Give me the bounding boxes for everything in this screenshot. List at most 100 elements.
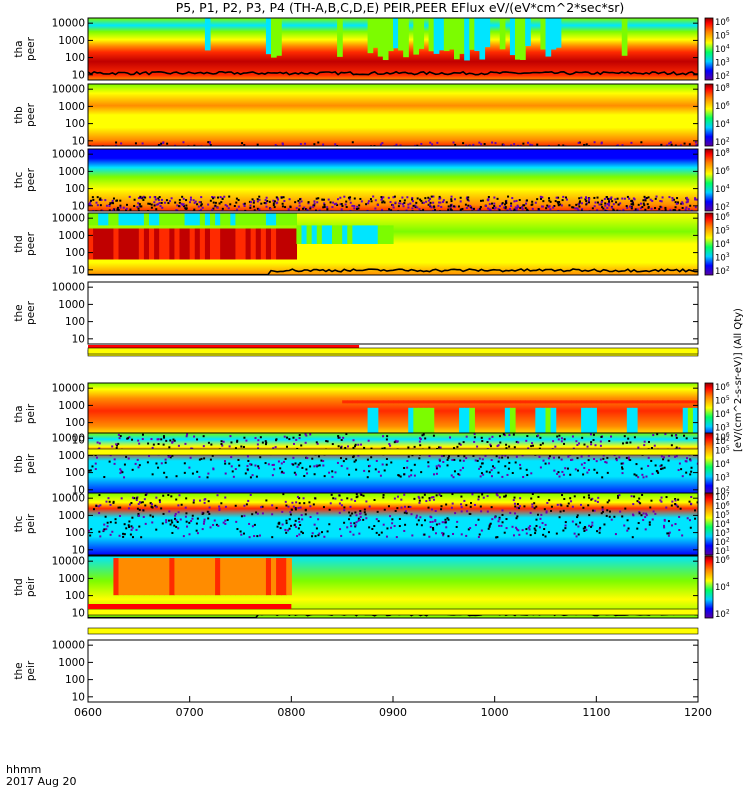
noise-pixel: [502, 433, 505, 436]
noise-pixel: [510, 209, 513, 211]
noise-pixel: [454, 143, 457, 146]
flux-column: [276, 18, 282, 56]
noise-pixel: [484, 454, 487, 457]
flux-column: [596, 400, 603, 404]
noise-pixel: [157, 203, 160, 206]
noise-pixel: [348, 518, 351, 521]
noise-pixel: [368, 464, 371, 467]
noise-pixel: [606, 209, 609, 211]
noise-pixel: [583, 462, 586, 465]
colorbar: [704, 212, 714, 276]
noise-pixel: [689, 204, 692, 207]
flux-column: [357, 400, 364, 404]
noise-pixel: [427, 465, 430, 468]
noise-pixel: [569, 497, 572, 500]
noise-pixel: [438, 465, 441, 468]
noise-pixel: [379, 143, 382, 146]
flux-column: [98, 228, 104, 260]
colorbar-tick-label: 106: [715, 212, 730, 224]
y-tick-label: 10000: [52, 493, 85, 505]
noise-pixel: [479, 206, 482, 209]
noise-pixel: [298, 520, 301, 523]
noise-pixel: [313, 143, 316, 146]
noise-pixel: [137, 207, 140, 210]
noise-pixel: [191, 514, 194, 517]
noise-pixel: [493, 516, 496, 519]
noise-pixel: [217, 524, 220, 527]
noise-pixel: [203, 520, 206, 523]
noise-pixel: [377, 470, 380, 473]
noise-pixel: [407, 203, 410, 206]
colorbar-tick-label: 104: [715, 184, 730, 196]
noise-pixel: [287, 529, 290, 532]
noise-pixel: [169, 439, 172, 442]
noise-pixel: [180, 202, 183, 205]
noise-pixel: [477, 208, 480, 211]
flux-column: [225, 558, 231, 596]
noise-pixel: [414, 144, 417, 146]
flux-column: [225, 213, 231, 226]
noise-pixel: [209, 144, 212, 146]
flux-column: [545, 407, 552, 445]
noise-pixel: [127, 524, 130, 527]
noise-pixel: [154, 504, 157, 507]
y-tick-label: 10000: [52, 640, 85, 652]
noise-pixel: [222, 440, 225, 443]
noise-pixel: [444, 521, 447, 524]
noise-pixel: [402, 205, 405, 208]
x-tick-label: 0800: [277, 706, 305, 719]
y-tick-label: 100: [65, 417, 85, 429]
noise-pixel: [576, 457, 579, 460]
noise-pixel: [543, 508, 546, 511]
flux-column: [88, 213, 94, 226]
noise-pixel: [264, 462, 267, 465]
noise-pixel: [684, 208, 687, 211]
flux-column: [169, 558, 176, 596]
noise-pixel: [664, 433, 667, 436]
noise-pixel: [450, 474, 453, 477]
flux-column: [398, 18, 404, 51]
noise-pixel: [656, 433, 659, 436]
flux-column: [235, 558, 242, 596]
flux-column: [459, 407, 465, 445]
noise-pixel: [415, 201, 418, 204]
noise-pixel: [242, 532, 245, 535]
noise-pixel: [173, 524, 176, 527]
noise-pixel: [536, 513, 539, 516]
noise-pixel: [295, 438, 298, 441]
noise-pixel: [207, 441, 210, 444]
y-tick-label: 1000: [58, 166, 85, 178]
noise-pixel: [298, 533, 301, 536]
noise-pixel: [420, 199, 423, 202]
noise-pixel: [526, 474, 529, 477]
noise-pixel: [272, 199, 275, 202]
flux-column: [133, 213, 140, 226]
noise-pixel: [645, 512, 648, 515]
noise-pixel: [336, 144, 339, 146]
noise-pixel: [243, 202, 246, 205]
noise-pixel: [257, 447, 260, 450]
noise-pixel: [452, 476, 455, 479]
noise-pixel: [488, 471, 491, 474]
flux-column: [662, 400, 669, 404]
noise-pixel: [251, 474, 254, 477]
noise-pixel: [428, 446, 431, 449]
noise-pixel: [394, 509, 397, 512]
noise-pixel: [531, 493, 534, 496]
noise-pixel: [623, 197, 626, 200]
noise-pixel: [107, 497, 110, 500]
noise-pixel: [413, 463, 416, 466]
noise-pixel: [427, 203, 430, 206]
noise-pixel: [530, 445, 533, 448]
noise-pixel: [339, 203, 342, 206]
flux-column: [210, 213, 216, 226]
noise-pixel: [248, 536, 251, 539]
noise-pixel: [218, 505, 221, 508]
noise-pixel: [343, 509, 346, 512]
noise-pixel: [481, 440, 484, 443]
noise-pixel: [443, 521, 446, 524]
noise-pixel: [478, 141, 481, 144]
noise-pixel: [596, 196, 599, 199]
noise-pixel: [306, 472, 309, 475]
noise-pixel: [356, 205, 359, 208]
